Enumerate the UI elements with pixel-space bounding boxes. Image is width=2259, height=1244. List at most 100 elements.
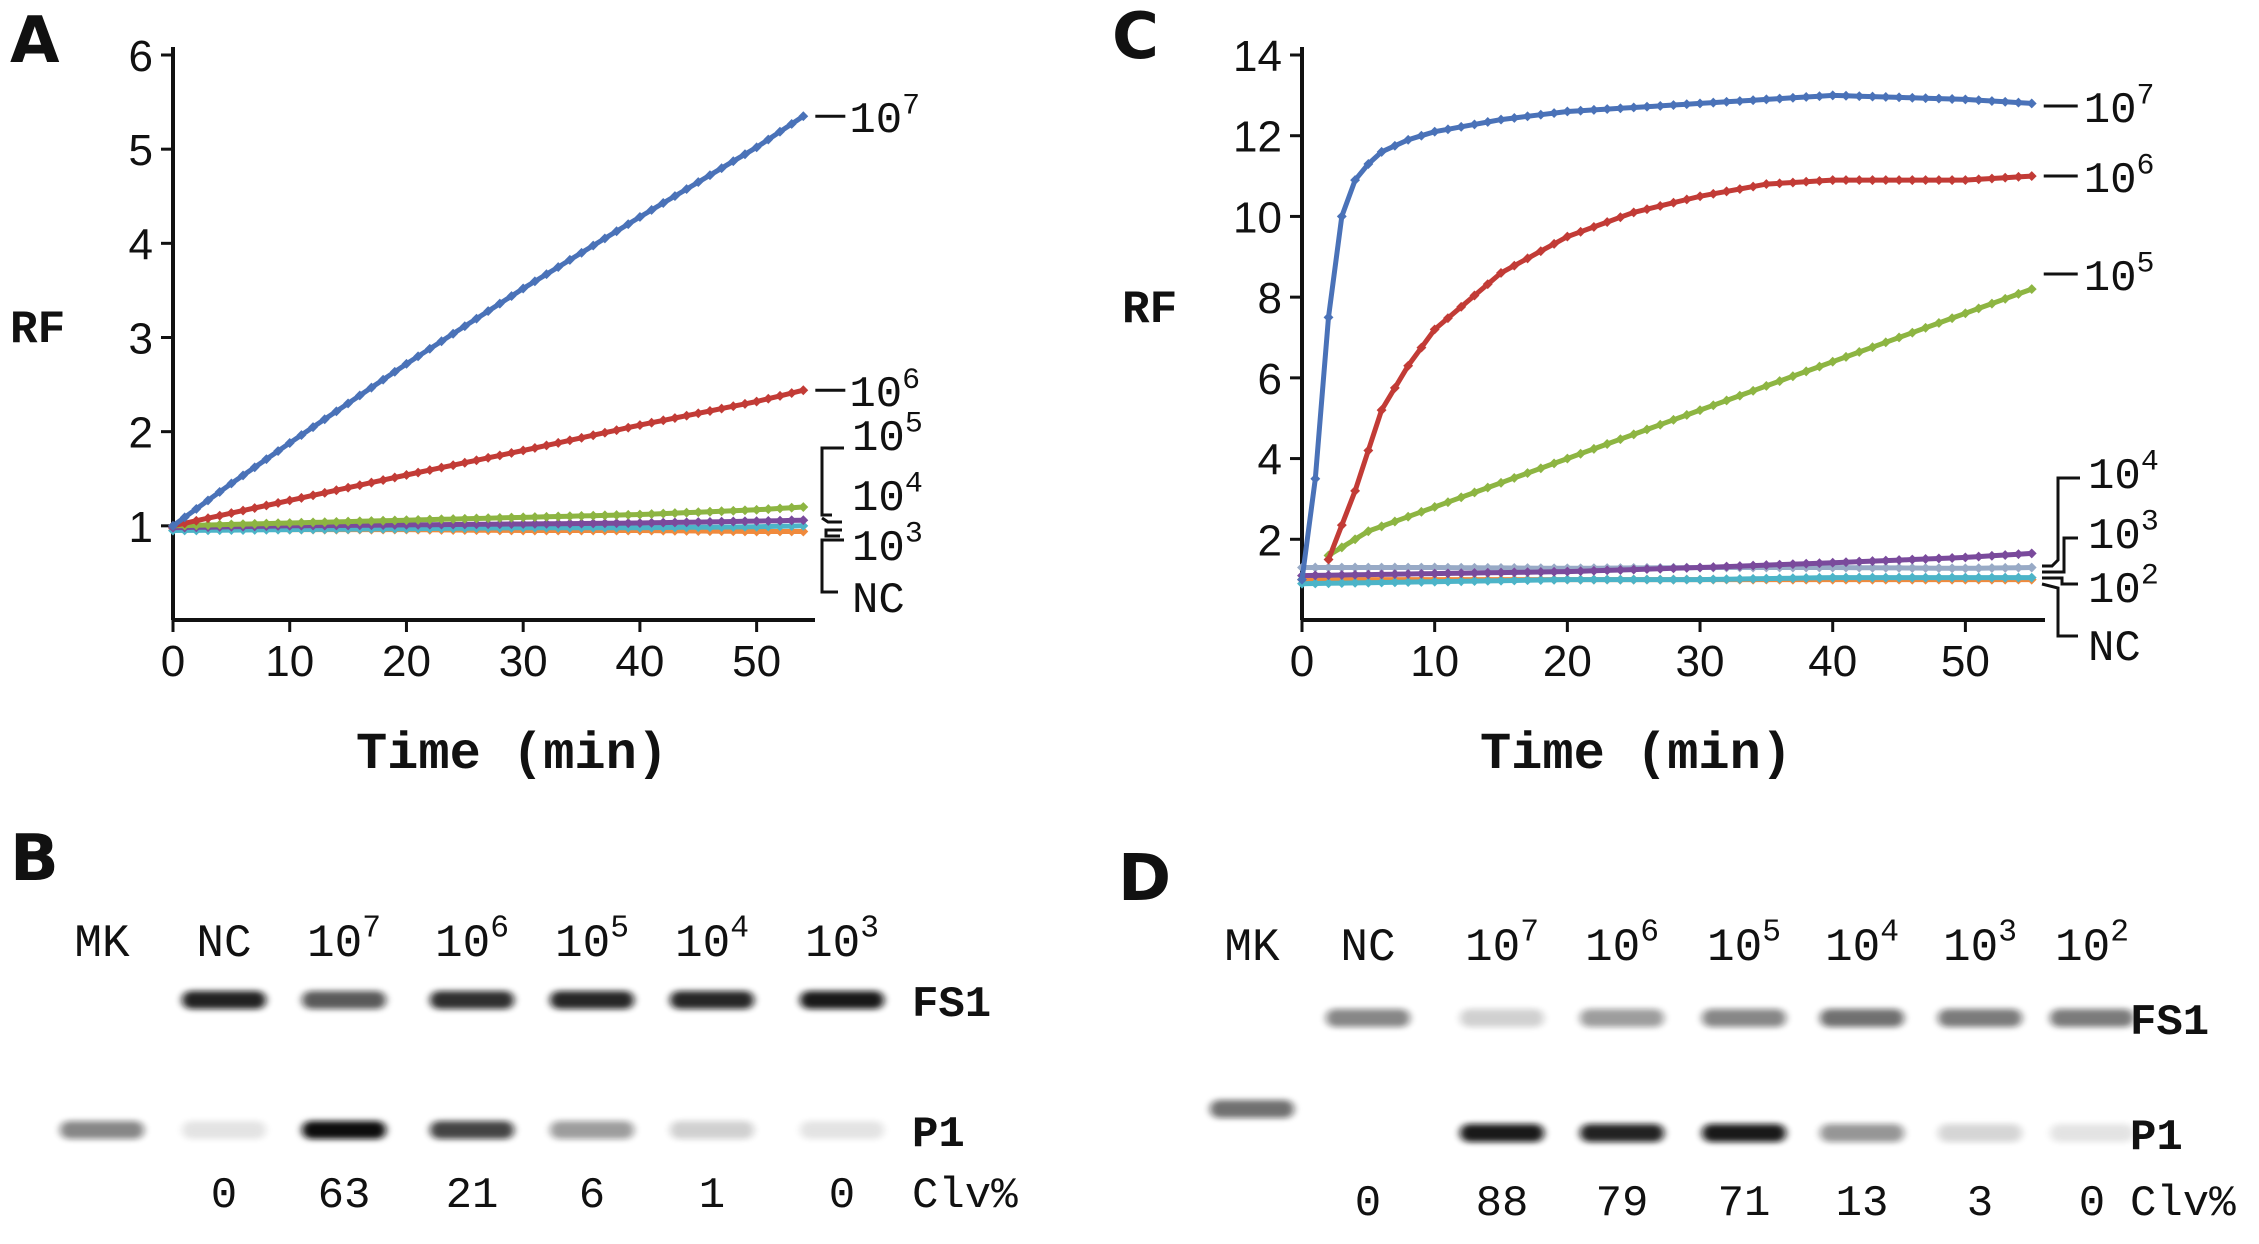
- gel-lane-7: 103 3: [1938, 916, 2022, 1229]
- data-point: [553, 262, 564, 273]
- data-point: [168, 520, 178, 531]
- data-point: [1721, 96, 1732, 107]
- data-point: [2013, 562, 2024, 573]
- data-point: [1827, 572, 1838, 583]
- data-point: [1602, 217, 1613, 228]
- fs1-band: [550, 991, 634, 1009]
- data-point: [483, 513, 494, 524]
- clv-value: 0: [211, 1171, 237, 1221]
- fs1-band: [1326, 1009, 1410, 1027]
- data-point: [459, 519, 470, 530]
- data-point: [1336, 211, 1347, 222]
- fs1-band: [1580, 1009, 1664, 1027]
- p1-band: [60, 1121, 144, 1139]
- data-point: [1801, 573, 1812, 583]
- data-point: [634, 518, 645, 528]
- lane-label: NC: [1340, 922, 1395, 974]
- lane-label: MK: [74, 918, 130, 970]
- data-point: [1668, 197, 1679, 208]
- data-point: [1522, 253, 1533, 264]
- data-point: [296, 492, 307, 503]
- data-point: [798, 515, 809, 526]
- data-point: [1827, 557, 1838, 568]
- data-point: [1562, 566, 1573, 577]
- data-point: [459, 513, 470, 524]
- data-point: [1880, 572, 1891, 583]
- data-point: [599, 233, 610, 244]
- data-point: [1708, 188, 1719, 199]
- data-point: [1482, 575, 1493, 586]
- chart-c-xlabel: Time (min): [1480, 725, 1792, 784]
- lane-label: 107: [307, 912, 381, 970]
- data-point: [1655, 100, 1666, 111]
- data-point: [693, 507, 704, 518]
- data-point: [389, 472, 400, 483]
- data-point: [1416, 568, 1427, 579]
- data-point: [1496, 575, 1506, 586]
- data-point: [1761, 560, 1772, 571]
- data-point: [1602, 104, 1613, 115]
- gel-b: MK NC 0 107 63 106 21 105 6 104 1 103 0 FS1 P1 Clv%: [60, 912, 1018, 1221]
- data-point: [494, 519, 505, 530]
- data-point: [681, 507, 692, 518]
- data-point: [1628, 574, 1639, 585]
- data-point: [716, 403, 727, 414]
- data-point: [1642, 424, 1652, 435]
- data-point: [1363, 577, 1374, 588]
- gel-lane-6: 104 13: [1820, 916, 1904, 1229]
- data-point: [1549, 566, 1560, 577]
- data-point: [2000, 572, 2011, 583]
- data-point: [518, 445, 529, 456]
- clv-value: 3: [1967, 1179, 1993, 1229]
- gel-lane-4: 106 79: [1580, 916, 1664, 1229]
- data-point: [1761, 94, 1772, 105]
- data-point: [389, 515, 400, 526]
- data-point: [798, 385, 809, 396]
- clv-value: 0: [1355, 1179, 1381, 1229]
- data-point: [1907, 175, 1918, 186]
- p1-band: [430, 1121, 514, 1139]
- data-point: [1628, 102, 1639, 113]
- data-point: [424, 343, 435, 354]
- data-point: [261, 518, 272, 529]
- data-point: [1947, 94, 1958, 104]
- data-point: [366, 516, 377, 526]
- panel-label-b: B: [10, 822, 59, 896]
- legend-bracket: [820, 446, 844, 517]
- data-point: [599, 510, 610, 521]
- data-point: [588, 430, 599, 441]
- data-point: [1973, 563, 1984, 574]
- data-point: [1894, 555, 1905, 565]
- data-point: [553, 511, 564, 522]
- clv-value: 6: [579, 1171, 605, 1221]
- data-point: [1522, 111, 1533, 122]
- data-point: [1681, 574, 1692, 585]
- data-point: [681, 522, 692, 533]
- chart-c-ylabel: RF: [1122, 284, 1177, 336]
- data-point: [1721, 395, 1732, 406]
- data-point: [1642, 204, 1652, 215]
- data-point: [1920, 563, 1931, 574]
- series-10-4: [1297, 548, 2037, 581]
- gel-lane-5: 105 71: [1702, 916, 1786, 1229]
- data-point: [319, 517, 330, 528]
- fs1-band: [182, 991, 266, 1009]
- clv-value: 71: [1718, 1179, 1771, 1229]
- data-point: [518, 519, 529, 529]
- data-point: [308, 517, 318, 528]
- data-point: [1323, 578, 1334, 589]
- data-point: [1867, 342, 1878, 353]
- legend-bracket: [2041, 582, 2078, 638]
- data-point: [564, 435, 575, 446]
- data-point: [1894, 175, 1905, 186]
- data-point: [1960, 563, 1971, 574]
- data-point: [1535, 109, 1546, 120]
- data-point: [1350, 534, 1361, 545]
- data-point: [623, 518, 634, 529]
- data-point: [1641, 574, 1652, 585]
- data-point: [611, 518, 622, 529]
- data-point: [1695, 191, 1706, 202]
- gel-lane-8: 102 0: [2050, 916, 2134, 1229]
- data-point: [1443, 124, 1453, 135]
